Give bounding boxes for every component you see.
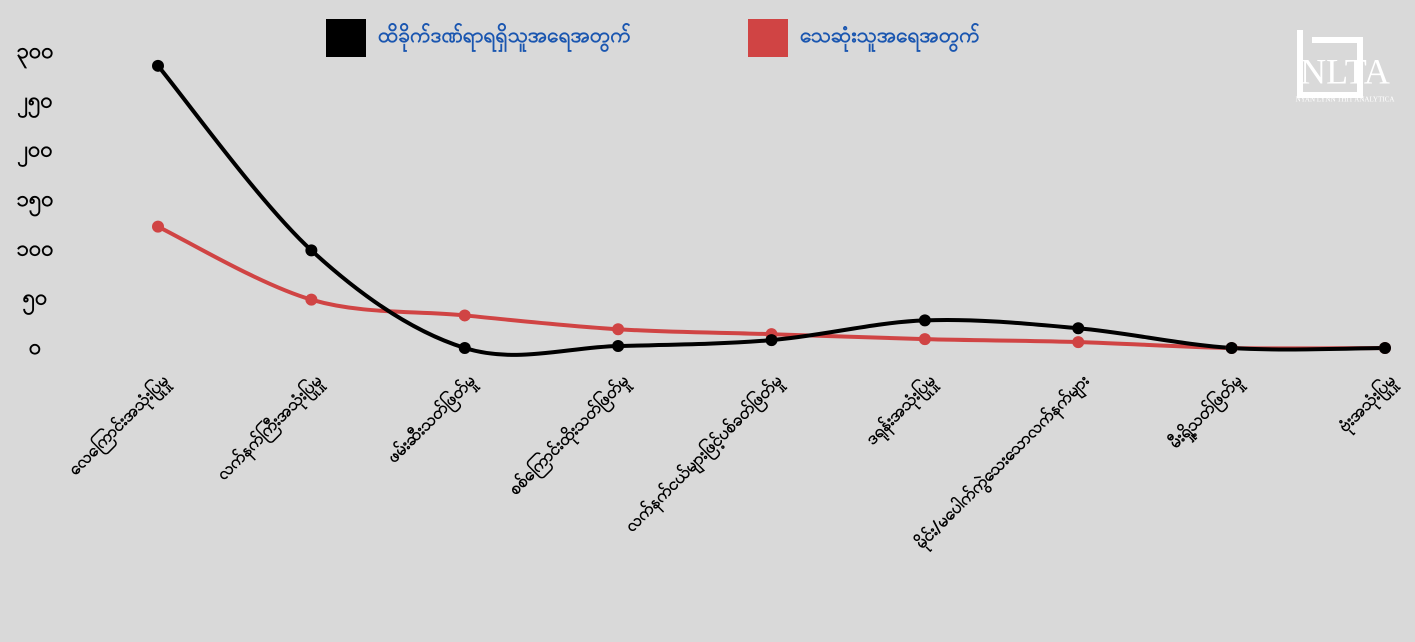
y-tick-label: ၁၀၀: [16, 236, 53, 261]
point: [918, 333, 931, 346]
legend-swatch: [326, 19, 366, 57]
point: [152, 220, 164, 233]
legend-swatch: [748, 19, 788, 57]
point: [1072, 322, 1085, 335]
point: [612, 323, 625, 336]
y-tick-label: ၅၀: [23, 286, 48, 316]
y-tick-label: ၂၀၀: [17, 138, 53, 168]
point: [1379, 342, 1391, 354]
point: [1072, 336, 1085, 349]
logo-text: NYAN LYNN THIT ANALYTICA: [1296, 96, 1395, 104]
series-line: [156, 64, 1386, 357]
point: [458, 309, 471, 322]
point: [1225, 342, 1238, 354]
y-tick-label: ၂၅၀: [17, 88, 53, 118]
point: [458, 342, 471, 354]
point: [152, 59, 164, 72]
logo-shape: [1297, 30, 1363, 98]
point: [305, 293, 318, 306]
y-tick-label: ၀: [29, 335, 41, 360]
point: [765, 334, 778, 347]
point: [612, 340, 625, 353]
logo: NLTA NYAN LYNN THIT ANALYTICA: [1296, 30, 1395, 104]
logo-mark: NLTA: [1300, 51, 1390, 91]
point: [918, 314, 931, 327]
point: [305, 244, 318, 257]
